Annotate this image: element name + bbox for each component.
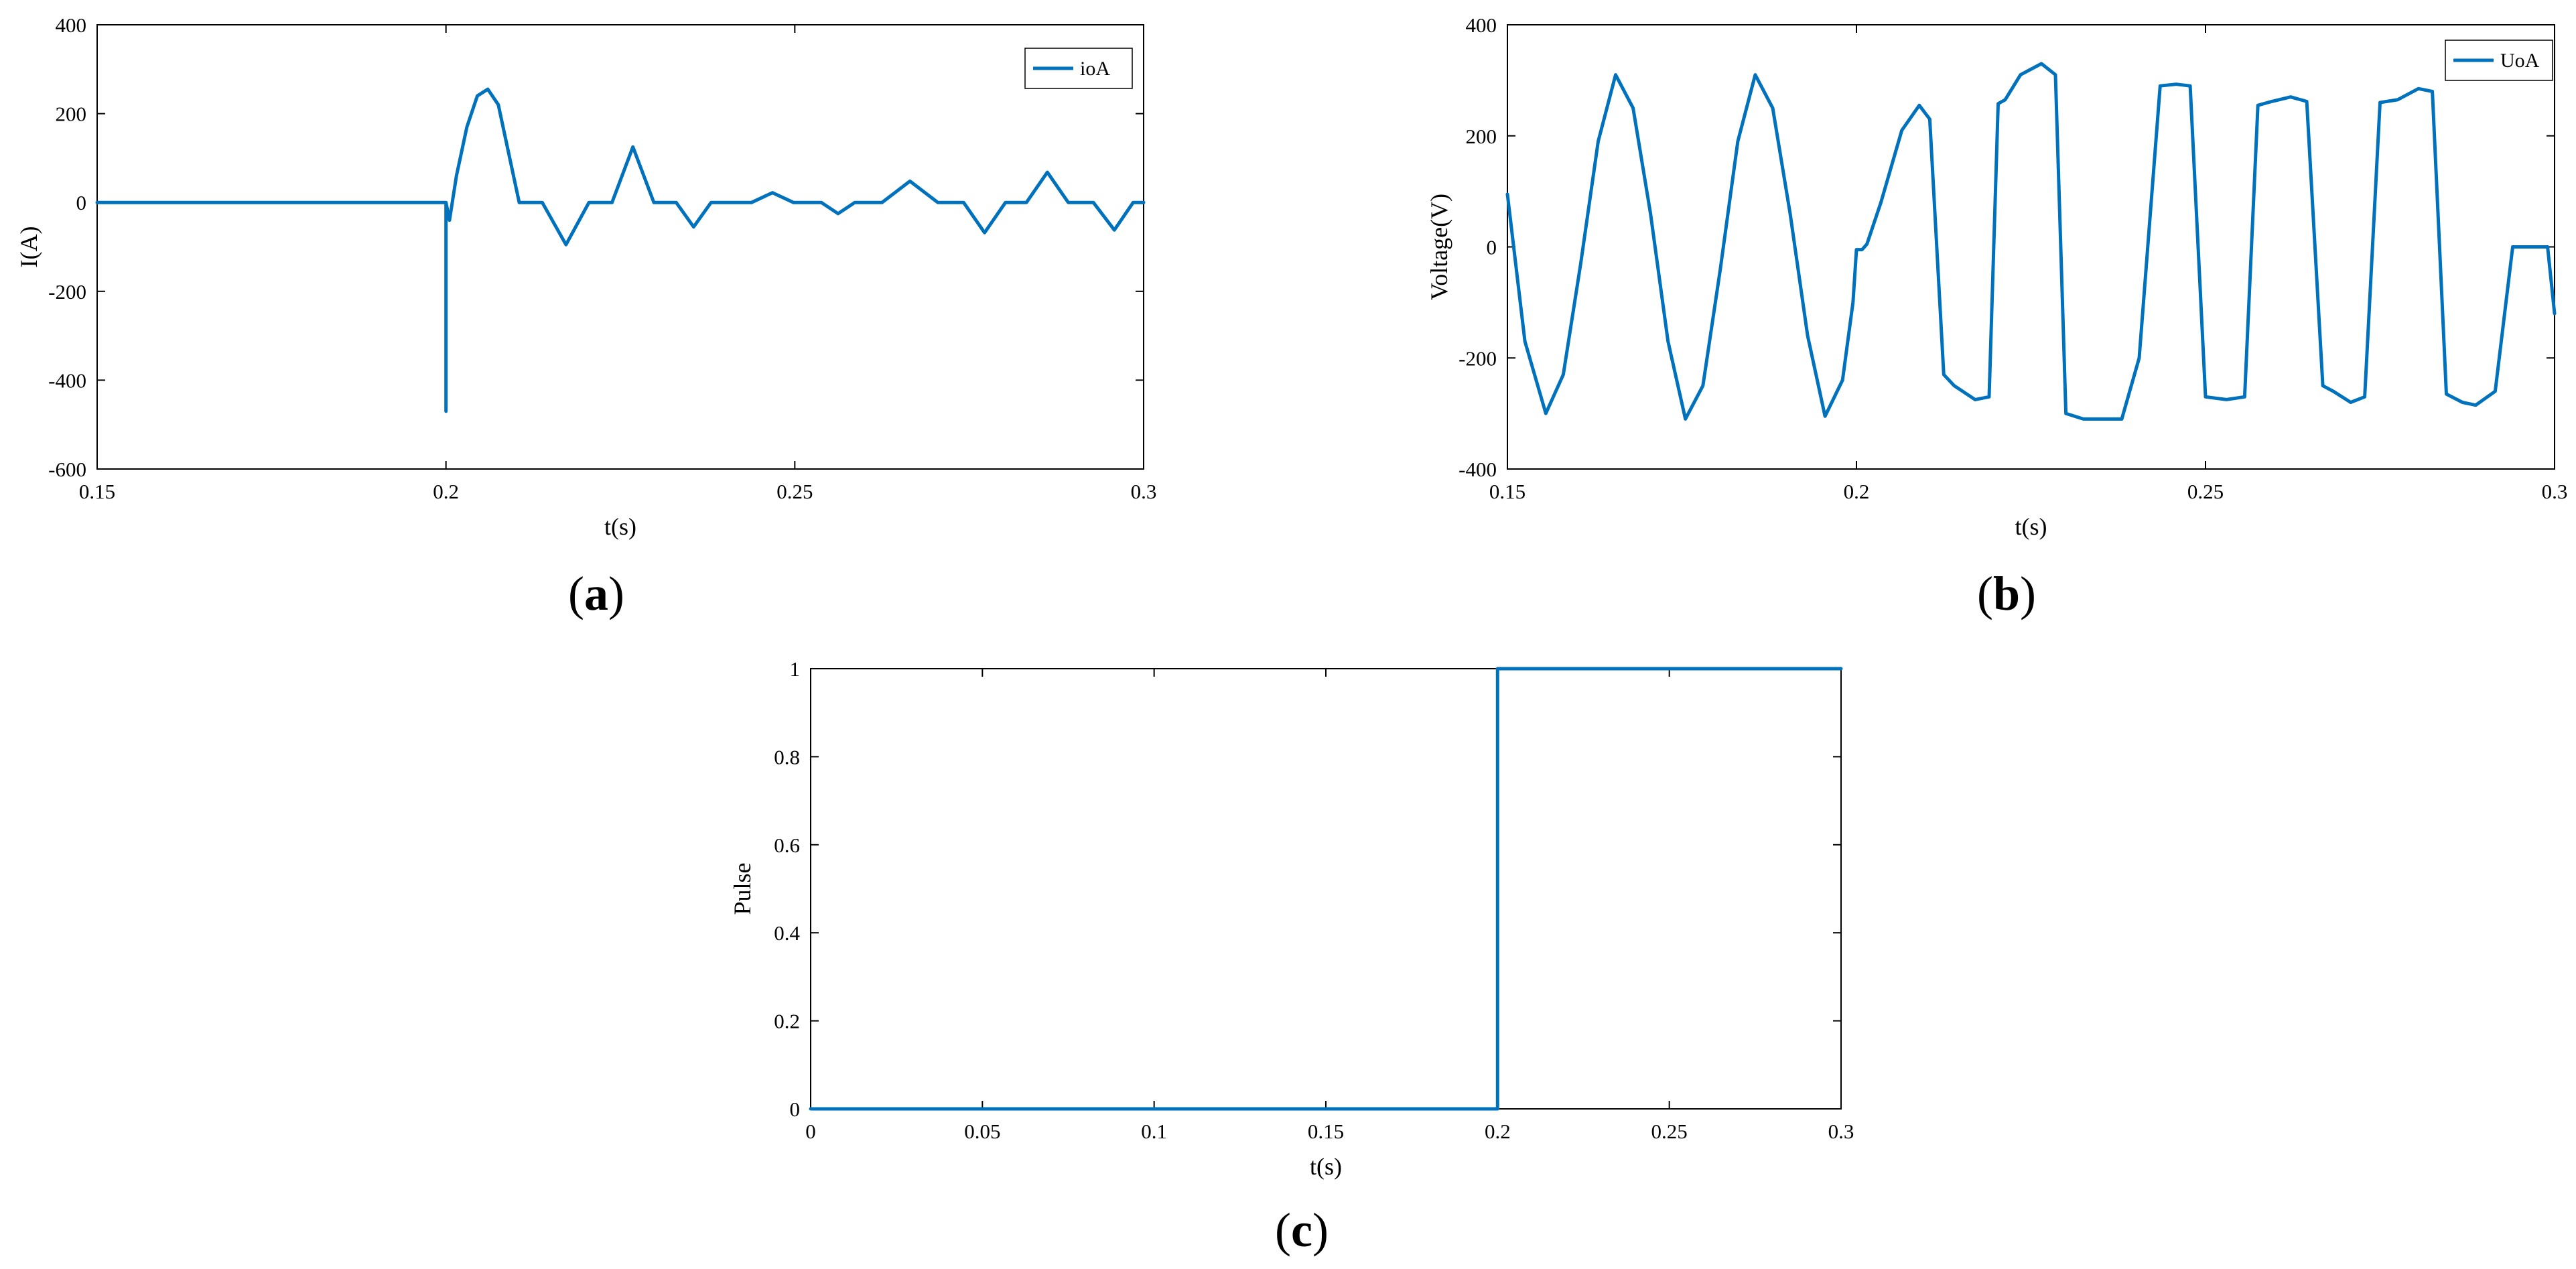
caption-paren-open: ( — [1275, 1203, 1291, 1257]
x-tick-label: 0.3 — [1828, 1120, 1854, 1143]
y-tick-label: 200 — [56, 103, 87, 126]
caption-letter: b — [1993, 567, 2020, 620]
y-axis-label: I(A) — [15, 226, 42, 268]
y-tick-label: -200 — [1459, 346, 1497, 370]
x-tick-label: 0.3 — [2542, 480, 2568, 503]
caption-letter: a — [584, 567, 608, 620]
x-tick-label: 0.2 — [433, 480, 459, 503]
x-axis-label: t(s) — [1310, 1153, 1342, 1180]
x-tick-label: 0.2 — [1485, 1120, 1511, 1143]
y-tick-label: 0 — [1487, 236, 1497, 259]
y-tick-label: 0.8 — [774, 745, 800, 769]
legend-label: ioA — [1080, 58, 1110, 80]
y-tick-label: -400 — [48, 369, 86, 392]
x-tick-label: 0.05 — [964, 1120, 1000, 1143]
series-line-ioA — [95, 87, 1146, 413]
y-tick-label: -600 — [48, 458, 86, 481]
legend-label: UoA — [2500, 50, 2540, 72]
y-tick-label: 1 — [790, 657, 801, 681]
x-tick-label: 0 — [805, 1120, 816, 1143]
x-tick-label: 0.15 — [1308, 1120, 1344, 1143]
y-tick-label: 0.2 — [774, 1010, 800, 1033]
panel-caption: (c) — [1275, 1203, 1329, 1257]
x-tick-label: 0.2 — [1844, 480, 1870, 503]
legend: UoA — [2445, 40, 2553, 81]
x-tick-label: 0.15 — [1489, 480, 1526, 503]
y-tick-label: 400 — [1466, 13, 1497, 37]
caption-paren-close: ) — [2020, 567, 2036, 620]
series-line-UoA — [1505, 62, 2557, 421]
x-tick-label: 0.3 — [1131, 480, 1157, 503]
chart-c: 0 0.05 0.1 0.15 0.2 0.25 0.3 0 0.2 0.4 0.6 0.8 1 t(s)… — [729, 657, 1854, 1180]
y-axis-label: Voltage(V) — [1426, 194, 1452, 300]
x-tick-label: 0.25 — [2187, 480, 2224, 503]
x-axis-label: t(s) — [604, 513, 636, 540]
chart-a: 0.15 0.2 0.25 0.3 -600 -400 -200 0 200 400 t(s) I(A… — [15, 13, 1156, 540]
x-tick-label: 0.15 — [79, 480, 115, 503]
y-tick-label: 0 — [790, 1097, 801, 1121]
x-axis-label: t(s) — [2015, 513, 2047, 540]
y-tick-label: -200 — [48, 280, 86, 304]
caption-paren-close: ) — [608, 567, 624, 620]
y-axis-label: Pulse — [729, 862, 756, 915]
y-tick-label: 400 — [56, 13, 87, 37]
caption-letter: c — [1291, 1203, 1312, 1257]
x-tick-label: 0.25 — [1651, 1120, 1688, 1143]
x-tick-label: 0.25 — [776, 480, 813, 503]
y-tick-label: -400 — [1459, 458, 1497, 481]
y-tick-label: 0.6 — [774, 833, 800, 857]
legend: ioA — [1024, 48, 1133, 89]
caption-paren-open: ( — [568, 567, 584, 620]
plot-frame — [96, 24, 1144, 470]
series-line-pulse — [809, 667, 1843, 1111]
panel-caption: (b) — [1977, 567, 2036, 620]
caption-paren-close: ) — [1312, 1203, 1329, 1257]
y-tick-label: 0 — [76, 191, 87, 214]
x-tick-label: 0.1 — [1141, 1120, 1167, 1143]
caption-paren-open: ( — [1977, 567, 1993, 620]
panel-caption: (a) — [568, 567, 624, 620]
y-tick-label: 0.4 — [774, 921, 800, 945]
y-tick-label: 200 — [1466, 125, 1497, 148]
chart-b: 0.15 0.2 0.25 0.3 -400 -200 0 200 400 t(s) Voltage… — [1426, 13, 2567, 540]
